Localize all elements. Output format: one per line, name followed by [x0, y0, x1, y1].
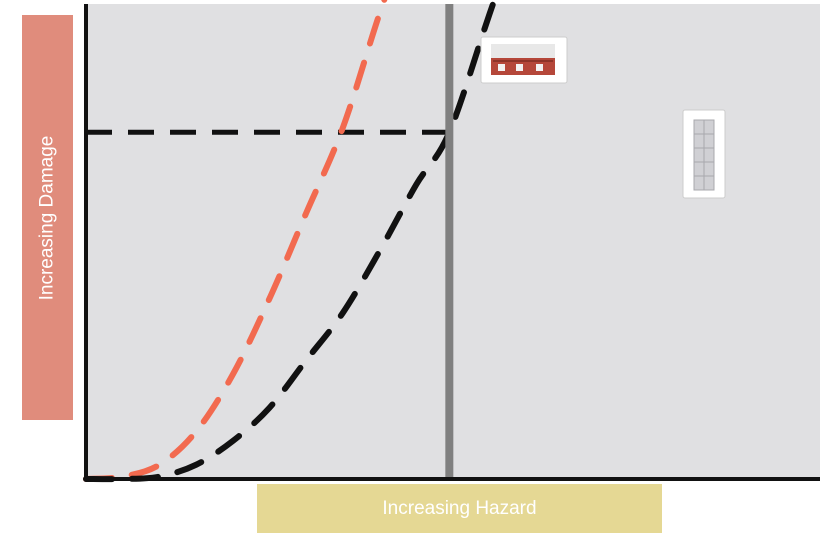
x-axis-label-box: Increasing Hazard — [257, 484, 662, 533]
series-lines — [83, 0, 498, 483]
y-axis-label-box: Increasing Damage — [22, 15, 73, 420]
series-line-2 — [83, 0, 498, 483]
y-axis-label: Increasing Damage — [36, 135, 58, 300]
reference-lines — [86, 129, 450, 135]
axes — [84, 4, 820, 481]
x-axis-label: Increasing Hazard — [382, 497, 537, 519]
single-story-brick-building-icon — [480, 36, 568, 84]
tall-building-icon — [682, 109, 726, 199]
